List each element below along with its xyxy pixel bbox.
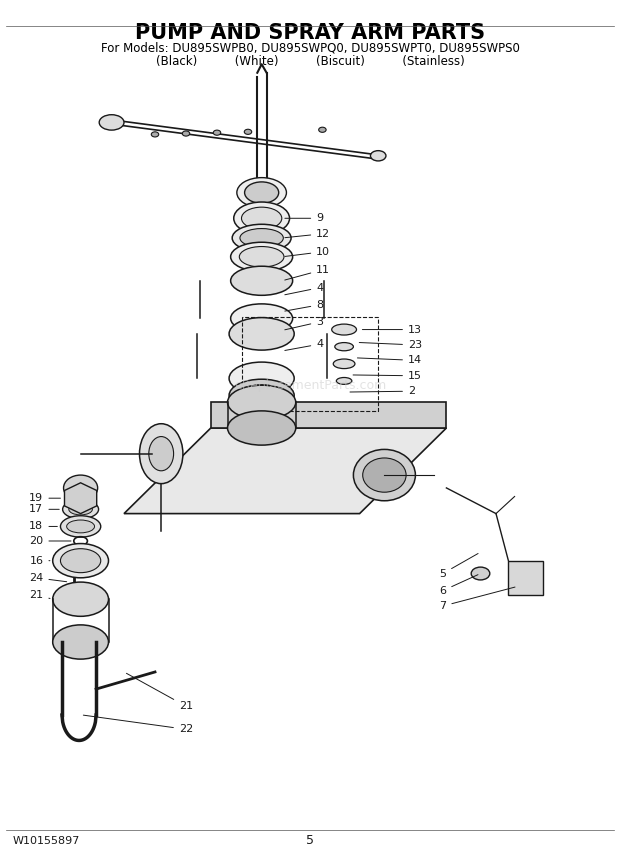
Polygon shape	[211, 402, 446, 428]
Ellipse shape	[151, 132, 159, 137]
Ellipse shape	[231, 304, 293, 333]
Text: 9: 9	[285, 213, 323, 223]
Ellipse shape	[229, 379, 294, 412]
Ellipse shape	[228, 411, 296, 445]
Ellipse shape	[61, 515, 101, 538]
Text: 19: 19	[29, 493, 61, 503]
Ellipse shape	[234, 202, 290, 235]
Ellipse shape	[332, 324, 356, 335]
Ellipse shape	[149, 437, 174, 471]
Ellipse shape	[353, 449, 415, 501]
Text: 18: 18	[29, 521, 58, 532]
Ellipse shape	[237, 178, 286, 208]
Ellipse shape	[363, 458, 406, 492]
Text: 20: 20	[29, 536, 71, 546]
Ellipse shape	[241, 207, 281, 229]
Ellipse shape	[371, 151, 386, 161]
Ellipse shape	[231, 242, 293, 271]
Text: W10155897: W10155897	[12, 835, 80, 846]
Polygon shape	[64, 483, 97, 514]
Ellipse shape	[231, 266, 293, 295]
Text: 17: 17	[29, 504, 60, 514]
Text: 8: 8	[285, 300, 323, 311]
Ellipse shape	[244, 182, 279, 204]
Ellipse shape	[53, 625, 108, 659]
Text: 21: 21	[29, 590, 50, 600]
Text: 14: 14	[357, 355, 422, 366]
Text: 3: 3	[285, 317, 323, 330]
Ellipse shape	[61, 549, 101, 573]
Text: 11: 11	[285, 265, 330, 280]
Ellipse shape	[319, 128, 326, 133]
Text: 6: 6	[440, 574, 478, 596]
Text: 4: 4	[285, 282, 323, 294]
Text: 16: 16	[29, 556, 50, 566]
Text: 5: 5	[306, 834, 314, 847]
Ellipse shape	[67, 520, 95, 532]
Ellipse shape	[229, 362, 294, 395]
Text: 15: 15	[353, 371, 422, 381]
Ellipse shape	[229, 318, 294, 350]
Text: eReplacementParts.com: eReplacementParts.com	[234, 378, 386, 392]
Text: 2: 2	[350, 386, 415, 396]
Text: PUMP AND SPRAY ARM PARTS: PUMP AND SPRAY ARM PARTS	[135, 22, 485, 43]
Ellipse shape	[239, 247, 284, 267]
Text: For Models: DU895SWPB0, DU895SWPQ0, DU895SWPT0, DU895SWPS0: For Models: DU895SWPB0, DU895SWPQ0, DU89…	[100, 41, 520, 55]
Ellipse shape	[336, 377, 352, 384]
Text: 5: 5	[440, 554, 478, 579]
Ellipse shape	[240, 229, 283, 247]
Ellipse shape	[53, 544, 108, 578]
Text: 12: 12	[285, 229, 330, 239]
Ellipse shape	[64, 475, 98, 501]
Ellipse shape	[99, 115, 124, 130]
Ellipse shape	[228, 385, 296, 419]
Polygon shape	[124, 428, 446, 514]
Bar	[242, 317, 378, 411]
Text: 10: 10	[285, 247, 330, 257]
Text: 7: 7	[440, 587, 515, 611]
Text: (Black)          (White)          (Biscuit)          (Stainless): (Black) (White) (Biscuit) (Stainless)	[156, 55, 464, 68]
Text: 13: 13	[362, 324, 422, 335]
Ellipse shape	[244, 129, 252, 134]
Text: 23: 23	[359, 340, 422, 350]
Ellipse shape	[238, 385, 285, 407]
Ellipse shape	[213, 130, 221, 135]
Ellipse shape	[69, 503, 92, 515]
Ellipse shape	[140, 424, 183, 484]
Text: 21: 21	[126, 674, 193, 711]
Ellipse shape	[53, 582, 108, 616]
Text: 4: 4	[285, 339, 323, 350]
Ellipse shape	[182, 131, 190, 136]
Text: 24: 24	[29, 573, 67, 583]
Ellipse shape	[335, 342, 353, 351]
Ellipse shape	[232, 224, 291, 252]
Text: 22: 22	[83, 715, 193, 734]
Ellipse shape	[471, 567, 490, 580]
Ellipse shape	[334, 359, 355, 369]
Ellipse shape	[63, 500, 99, 519]
Bar	[508, 561, 542, 595]
